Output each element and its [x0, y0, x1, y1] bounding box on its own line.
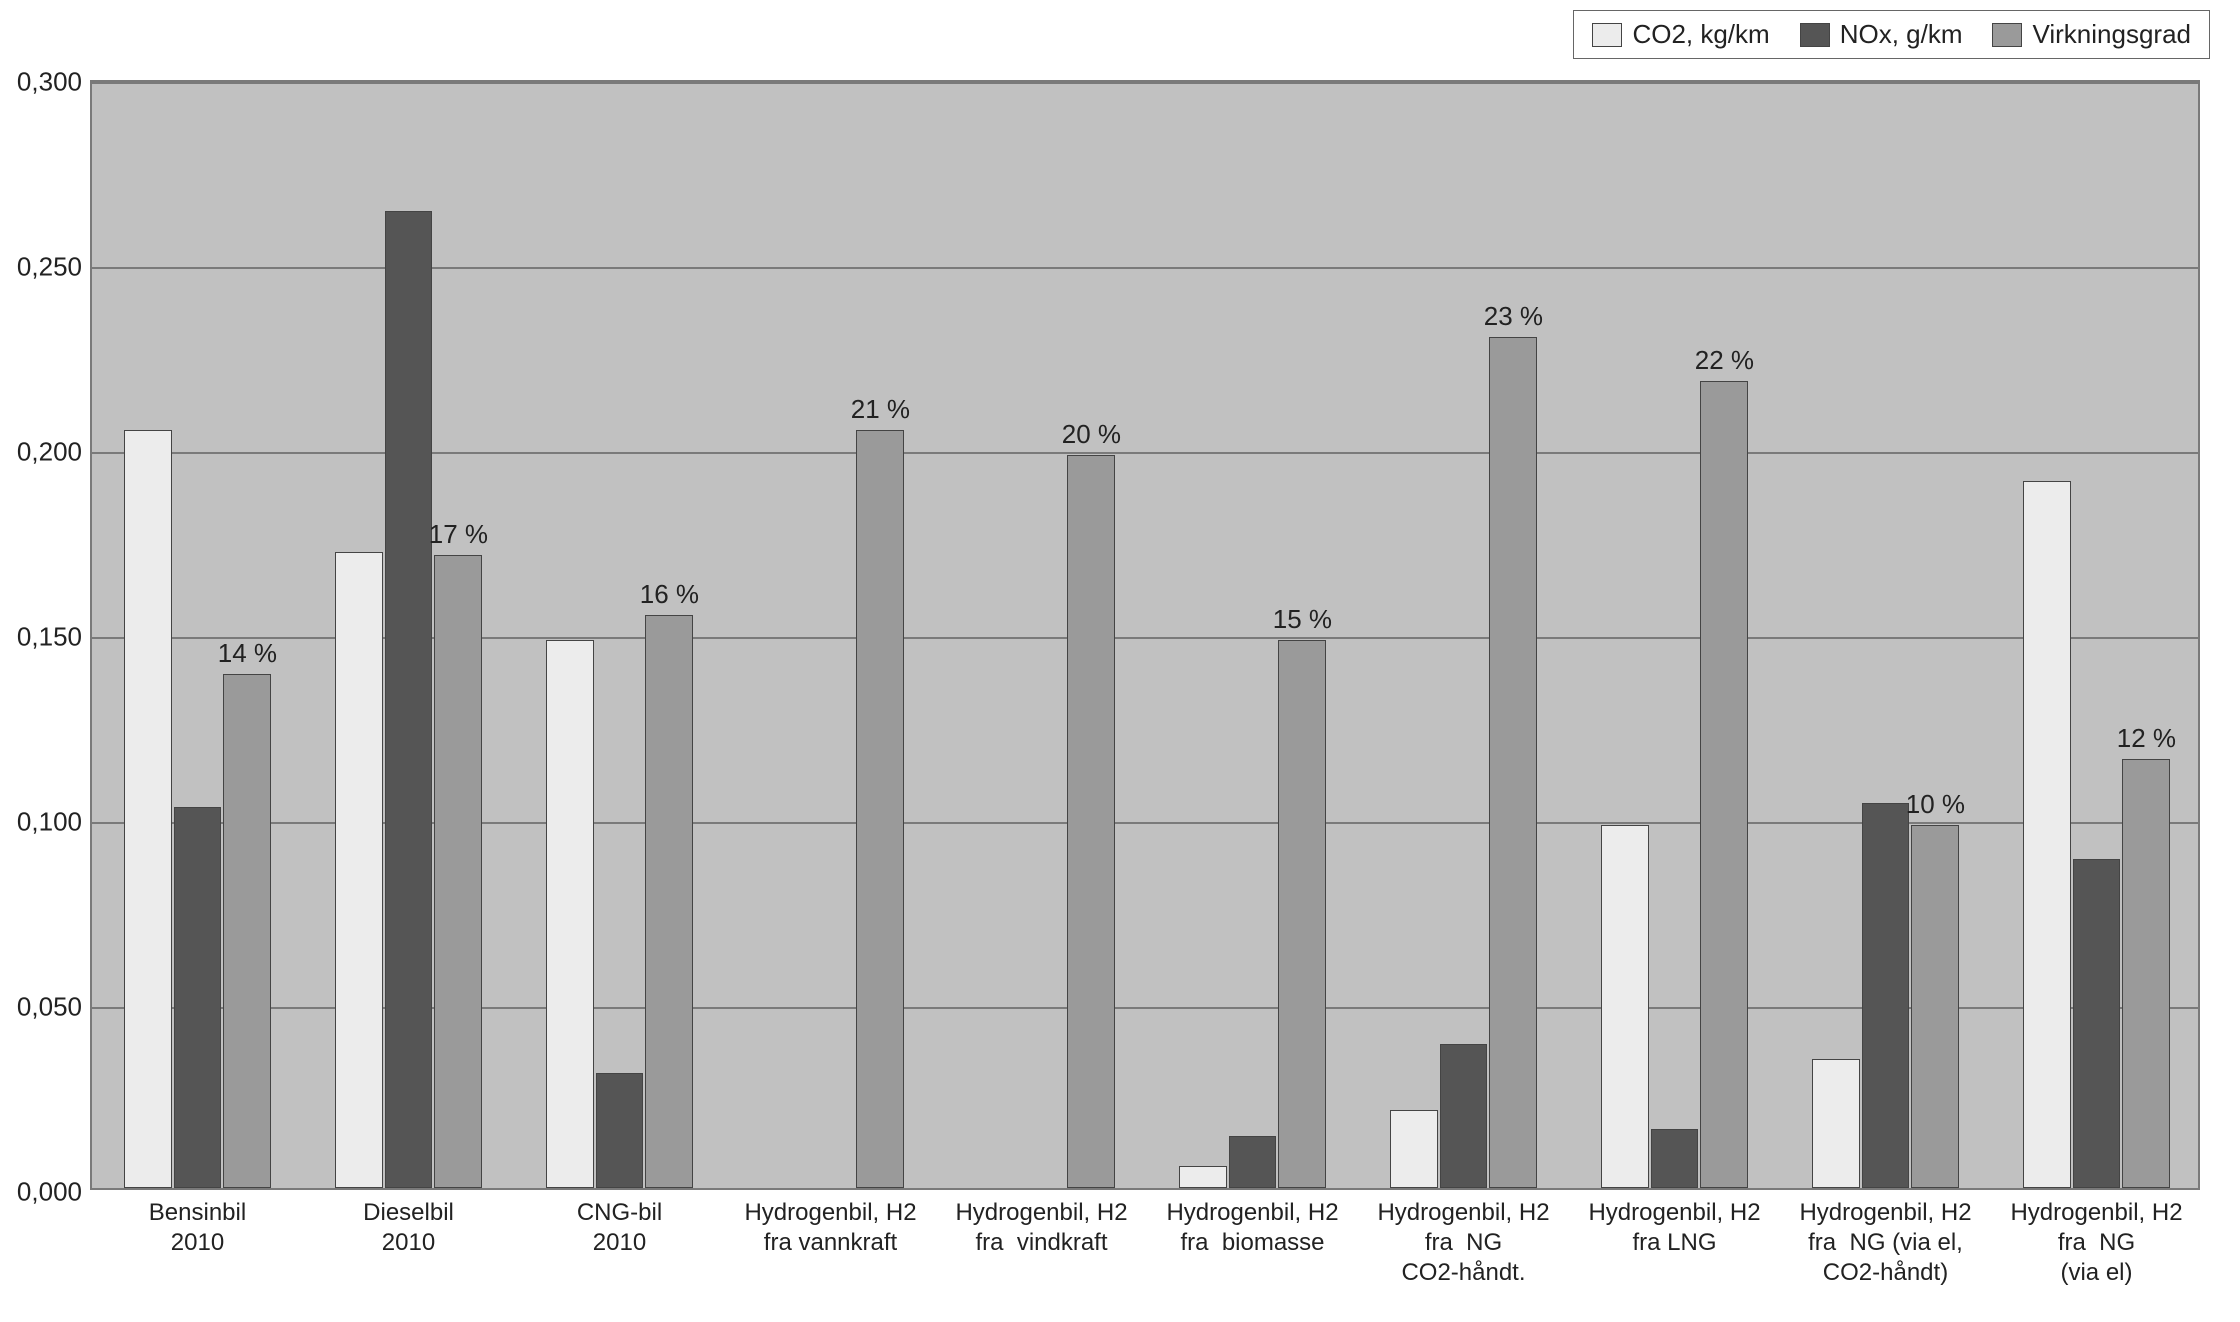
bar-virk: 20 % [1067, 455, 1115, 1188]
xtick-label: CNG-bil2010 [577, 1198, 662, 1258]
ytick-label: 0,200 [17, 437, 92, 468]
legend-swatch-nox [1800, 23, 1830, 47]
bar-co2 [1390, 1110, 1438, 1188]
xtick-label: Hydrogenbil, H2fra vannkraft [744, 1198, 916, 1258]
bar-nox [385, 211, 433, 1188]
legend-label-co2: CO2, kg/km [1632, 19, 1769, 50]
xtick-label: Hydrogenbil, H2fra NG (via el,CO2-håndt) [1799, 1198, 1971, 1288]
bar-group: 15 %Hydrogenbil, H2fra biomasse [1147, 82, 1358, 1188]
legend-swatch-virk [1992, 23, 2022, 47]
bar-co2 [124, 430, 172, 1189]
bar-group: 16 %CNG-bil2010 [514, 82, 725, 1188]
bar-value-label: 23 % [1484, 301, 1543, 338]
plot-area: 0,0000,0500,1000,1500,2000,2500,30014 %B… [90, 80, 2200, 1190]
xtick-label: Hydrogenbil, H2fra vindkraft [955, 1198, 1127, 1258]
legend-swatch-co2 [1592, 23, 1622, 47]
ytick-label: 0,250 [17, 252, 92, 283]
bar-value-label: 16 % [640, 579, 699, 616]
bar-nox [2073, 859, 2121, 1188]
xtick-label: Hydrogenbil, H2fra NGCO2-håndt. [1377, 1198, 1549, 1288]
xtick-label: Bensinbil2010 [149, 1198, 246, 1258]
bar-value-label: 20 % [1062, 419, 1121, 456]
xtick-label: Hydrogenbil, H2fra LNG [1588, 1198, 1760, 1258]
bar-co2 [1179, 1166, 1227, 1188]
bar-group: 10 %Hydrogenbil, H2fra NG (via el,CO2-hå… [1780, 82, 1991, 1188]
bar-virk: 21 % [856, 430, 904, 1189]
bar-value-label: 22 % [1695, 345, 1754, 382]
ytick-label: 0,100 [17, 807, 92, 838]
legend-label-virk: Virkningsgrad [2032, 19, 2191, 50]
xtick-label: Hydrogenbil, H2fra NG(via el) [2010, 1198, 2182, 1288]
bar-virk: 12 % [2122, 759, 2170, 1188]
bar-nox [596, 1073, 644, 1188]
bar-co2 [546, 640, 594, 1188]
bar-value-label: 17 % [429, 519, 488, 556]
bar-value-label: 15 % [1273, 604, 1332, 641]
legend: CO2, kg/km NOx, g/km Virkningsgrad [1573, 10, 2210, 59]
bar-group: 14 %Bensinbil2010 [92, 82, 303, 1188]
bar-virk: 15 % [1278, 640, 1326, 1188]
bar-group: 21 %Hydrogenbil, H2fra vannkraft [725, 82, 936, 1188]
ytick-label: 0,300 [17, 67, 92, 98]
bar-nox [1651, 1129, 1699, 1188]
bar-nox [1229, 1136, 1277, 1188]
legend-item-co2: CO2, kg/km [1592, 19, 1769, 50]
bar-group: 17 %Dieselbil2010 [303, 82, 514, 1188]
ytick-label: 0,050 [17, 992, 92, 1023]
bar-nox [1862, 803, 1910, 1188]
bar-group: 20 %Hydrogenbil, H2fra vindkraft [936, 82, 1147, 1188]
bar-nox [1440, 1044, 1488, 1188]
bar-virk: 23 % [1489, 337, 1537, 1188]
xtick-label: Dieselbil2010 [363, 1198, 454, 1258]
bar-nox [174, 807, 222, 1188]
bar-virk: 16 % [645, 615, 693, 1189]
bar-group: 23 %Hydrogenbil, H2fra NGCO2-håndt. [1358, 82, 1569, 1188]
bar-value-label: 10 % [1906, 789, 1965, 826]
legend-item-virk: Virkningsgrad [1992, 19, 2191, 50]
ytick-label: 0,000 [17, 1177, 92, 1208]
bar-virk: 10 % [1911, 825, 1959, 1188]
bar-virk: 14 % [223, 674, 271, 1188]
legend-label-nox: NOx, g/km [1840, 19, 1963, 50]
bar-virk: 17 % [434, 555, 482, 1188]
legend-item-nox: NOx, g/km [1800, 19, 1963, 50]
bar-group: 22 %Hydrogenbil, H2fra LNG [1569, 82, 1780, 1188]
bar-group: 12 %Hydrogenbil, H2fra NG(via el) [1991, 82, 2202, 1188]
bar-value-label: 14 % [218, 638, 277, 675]
bar-value-label: 21 % [851, 394, 910, 431]
bar-value-label: 12 % [2117, 723, 2176, 760]
chart-wrapper: CO2, kg/km NOx, g/km Virkningsgrad 0,000… [0, 0, 2240, 1322]
bar-co2 [1812, 1059, 1860, 1189]
ytick-label: 0,150 [17, 622, 92, 653]
bar-virk: 22 % [1700, 381, 1748, 1188]
xtick-label: Hydrogenbil, H2fra biomasse [1166, 1198, 1338, 1258]
bar-co2 [335, 552, 383, 1188]
bar-co2 [1601, 825, 1649, 1188]
bar-co2 [2023, 481, 2071, 1188]
